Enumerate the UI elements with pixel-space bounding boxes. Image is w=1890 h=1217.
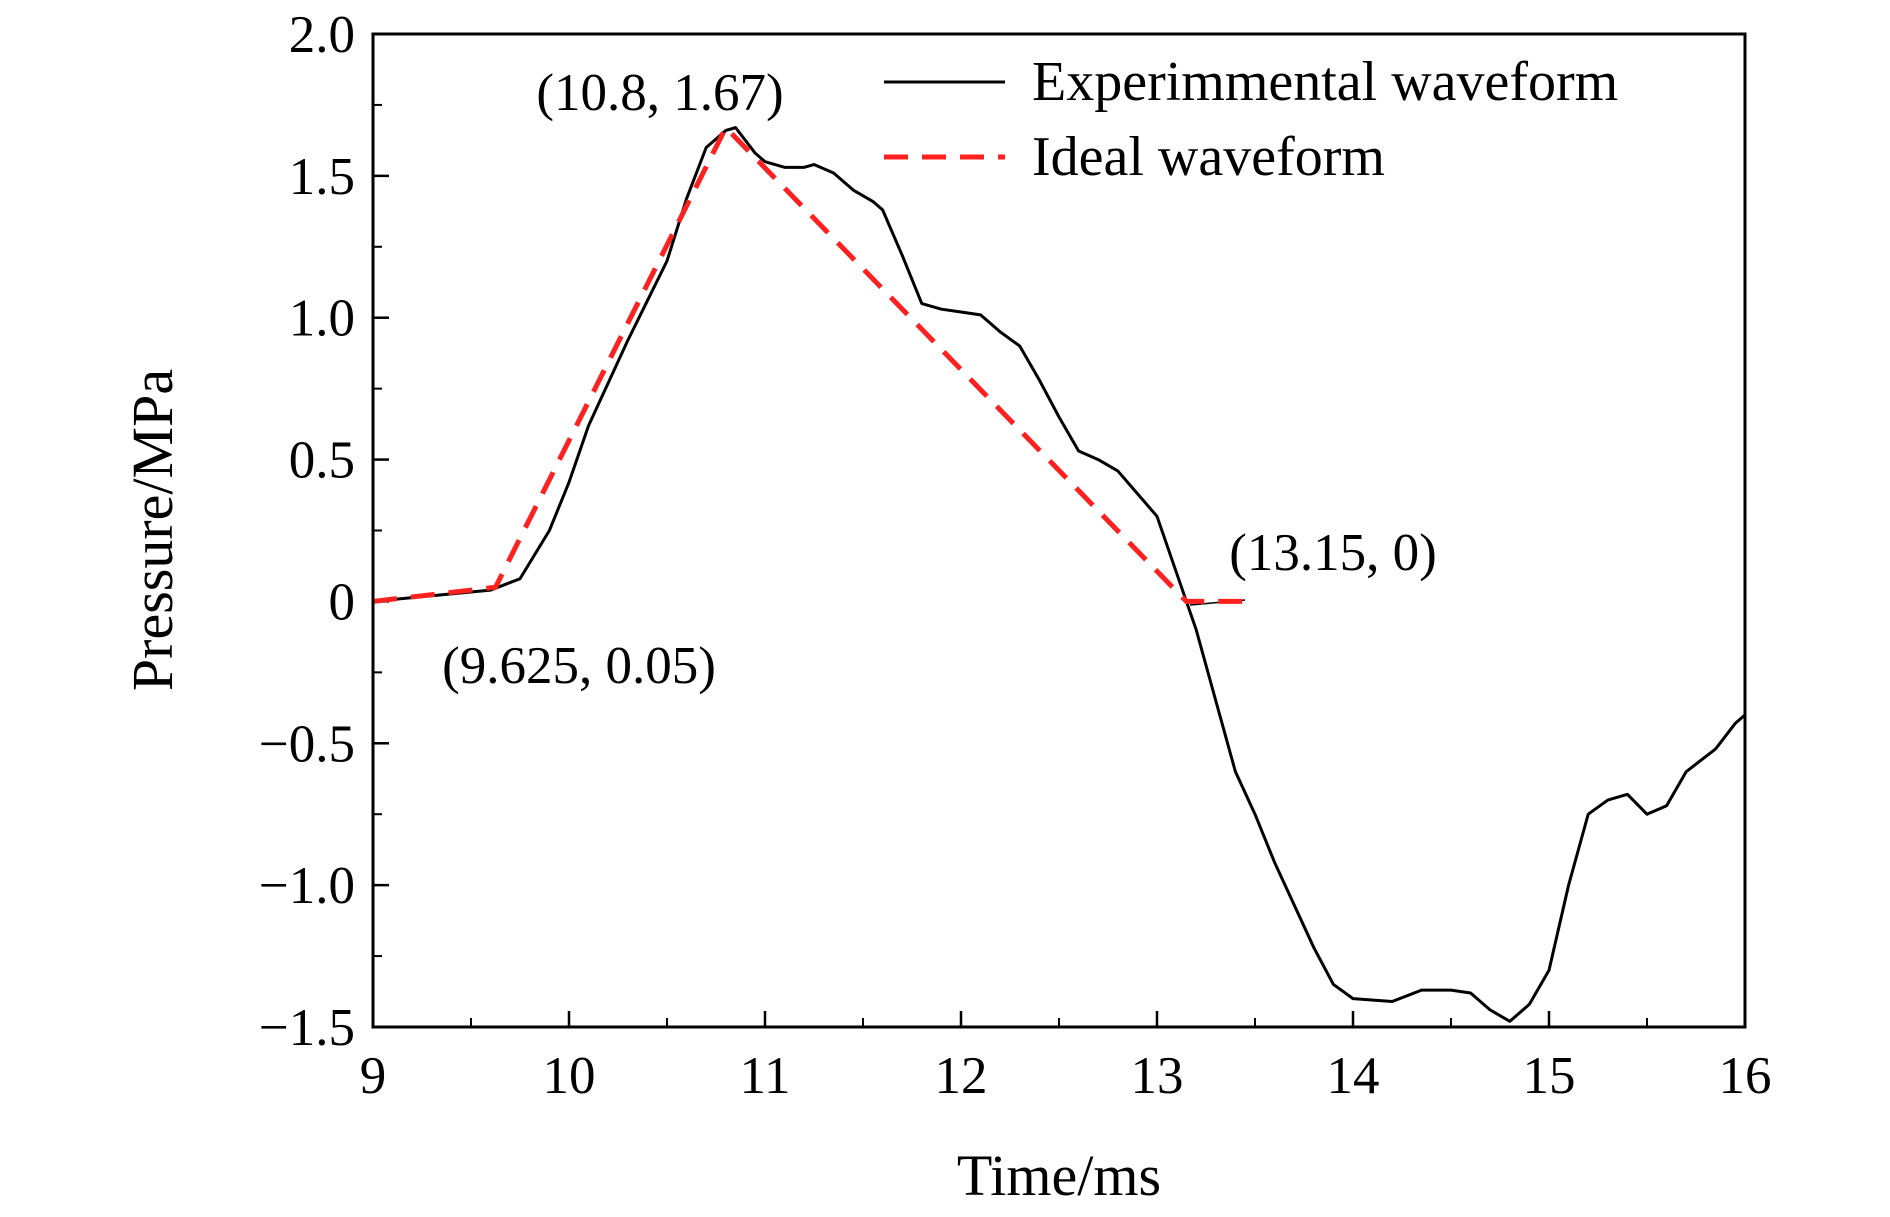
annotation: (13.15, 0) <box>1229 524 1437 582</box>
x-tick-label: 13 <box>1131 1047 1184 1105</box>
y-tick-label: −1.5 <box>259 999 355 1057</box>
y-tick-label: 1.0 <box>289 290 355 348</box>
annotation: (9.625, 0.05) <box>442 637 716 695</box>
y-tick-label: −0.5 <box>259 715 355 773</box>
y-axis-label: Pressure/MPa <box>120 369 185 691</box>
series-line <box>372 125 1255 604</box>
legend-label: Ideal waveform <box>1032 126 1385 188</box>
x-tick-label: 11 <box>739 1047 790 1105</box>
y-tick-label: 2.0 <box>289 6 355 64</box>
x-tick-label: 12 <box>935 1047 988 1105</box>
x-axis-label: Time/ms <box>957 1143 1161 1208</box>
x-tick-label: 9 <box>360 1047 387 1105</box>
x-tick-label: 10 <box>543 1047 596 1105</box>
x-tick-label: 15 <box>1523 1047 1576 1105</box>
series-line <box>372 126 1746 1023</box>
x-tick-label: 16 <box>1719 1047 1772 1105</box>
annotation: (10.8, 1.67) <box>536 64 783 122</box>
plot-frame <box>371 32 1747 1029</box>
legend-label: Experimmental waveform <box>1032 51 1618 113</box>
y-tick-label: 0.5 <box>289 432 355 490</box>
x-tick-label: 14 <box>1327 1047 1380 1105</box>
y-tick-label: 0 <box>329 573 356 631</box>
y-tick-label: 1.5 <box>289 148 355 206</box>
y-tick-label: −1.0 <box>259 857 355 915</box>
